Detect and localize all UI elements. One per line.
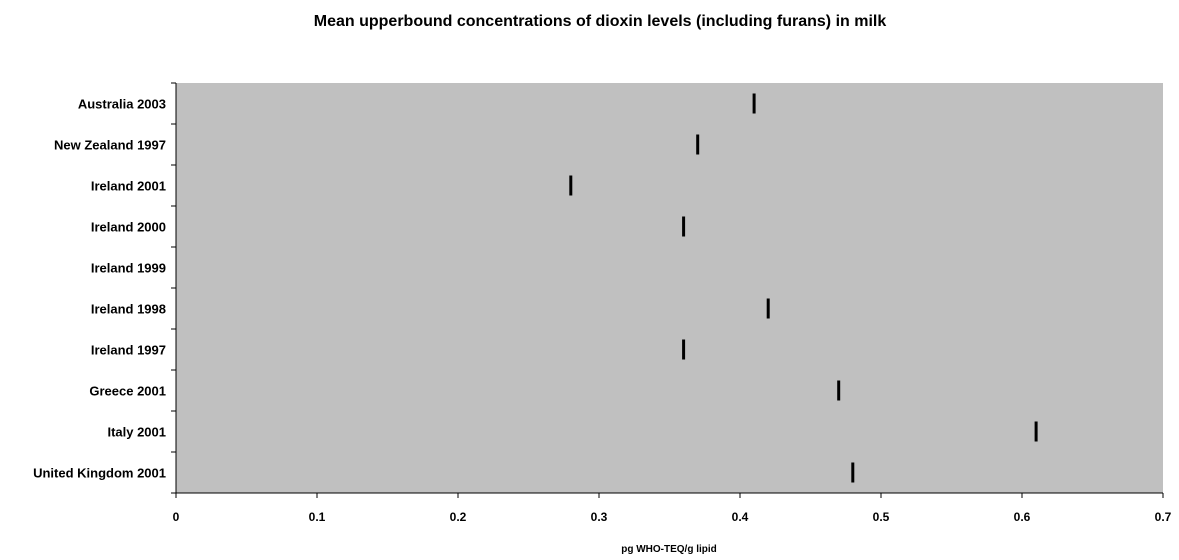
x-tick-label: 0.7 (1155, 510, 1172, 524)
category-label: Ireland 1998 (91, 302, 166, 317)
x-tick-label: 0.6 (1014, 510, 1031, 524)
x-tick-label: 0.4 (732, 510, 749, 524)
x-tick-label: 0 (173, 510, 180, 524)
plot-area (176, 83, 1163, 493)
x-tick-label: 0.2 (450, 510, 467, 524)
category-label: New Zealand 1997 (54, 138, 166, 153)
y-axis (171, 82, 177, 494)
category-label: Ireland 1999 (91, 261, 166, 276)
x-axis-label: pg WHO-TEQ/g lipid (621, 544, 717, 555)
x-axis (175, 492, 1164, 498)
category-labels: Australia 2003 New Zealand 1997 Ireland 20… (33, 97, 166, 481)
x-tick-label: 0.5 (873, 510, 890, 524)
category-label: Australia 2003 (78, 97, 166, 112)
category-label: Ireland 2000 (91, 220, 166, 235)
category-label: United Kingdom 2001 (33, 466, 166, 481)
data-markers (569, 93, 1038, 483)
category-label: Ireland 2001 (91, 179, 166, 194)
x-tick-labels: 0 0.1 0.2 0.3 0.4 0.5 0.6 0.7 (173, 510, 1172, 524)
category-label: Ireland 1997 (91, 343, 166, 358)
chart-title: Mean upperbound concentrations of dioxin… (314, 13, 887, 30)
x-tick-label: 0.1 (309, 510, 326, 524)
category-label: Italy 2001 (107, 425, 166, 440)
x-tick-label: 0.3 (591, 510, 608, 524)
category-label: Greece 2001 (89, 384, 166, 399)
